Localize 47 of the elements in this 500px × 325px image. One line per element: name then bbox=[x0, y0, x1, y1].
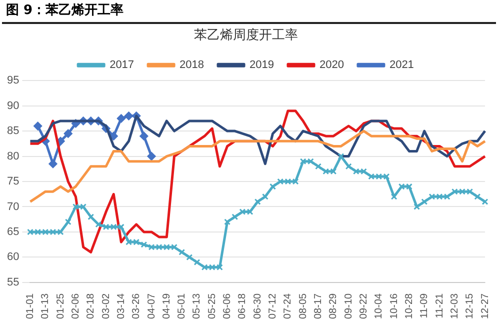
x-tick-label: 06-06 bbox=[222, 292, 234, 319]
x-tick-label: 09-22 bbox=[358, 292, 370, 319]
x-tick-label: 03-02 bbox=[100, 292, 112, 319]
x-tick-label: 08-17 bbox=[313, 292, 324, 319]
y-tick-label: 90 bbox=[6, 100, 20, 112]
x-tick-label: 12-15 bbox=[464, 292, 476, 319]
x-tick-label: 05-25 bbox=[206, 292, 218, 319]
x-tick-label: 03-14 bbox=[116, 292, 127, 319]
y-tick-label: 60 bbox=[6, 251, 20, 264]
legend-label: 2020 bbox=[319, 59, 344, 72]
y-tick-label: 70 bbox=[6, 200, 20, 213]
x-tick-label: 10-04 bbox=[374, 292, 385, 319]
chart-subtitle: 苯乙烯周度开工率 bbox=[194, 27, 298, 44]
x-tick-label: 02-06 bbox=[70, 292, 82, 319]
x-tick-label: 03-26 bbox=[131, 292, 142, 319]
x-tick-label: 10-16 bbox=[388, 292, 400, 319]
y-tick-label: 65 bbox=[6, 226, 20, 238]
x-tick-label: 04-07 bbox=[146, 292, 158, 319]
x-tick-label: 12-03 bbox=[449, 292, 460, 319]
y-tick-label: 80 bbox=[6, 150, 20, 162]
y-tick-label: 75 bbox=[6, 176, 20, 188]
x-tick-label: 07-12 bbox=[268, 292, 279, 319]
x-tick-label: 12-27 bbox=[480, 292, 491, 319]
legend-label: 2021 bbox=[389, 59, 414, 72]
x-tick-label: 05-13 bbox=[192, 292, 203, 319]
x-tick-label: 05-01 bbox=[176, 292, 188, 319]
legend-label: 2019 bbox=[250, 59, 274, 72]
x-tick-label: 11-21 bbox=[434, 292, 446, 318]
chart-title: 图 9：苯乙烯开工率 bbox=[2, 0, 496, 24]
legend-label: 2018 bbox=[180, 59, 204, 72]
x-tick-label: 09-10 bbox=[343, 292, 354, 319]
x-tick-label: 08-29 bbox=[328, 292, 340, 319]
y-tick-label: 95 bbox=[6, 74, 20, 87]
legend-label: 2017 bbox=[110, 59, 134, 72]
x-tick-label: 07-24 bbox=[282, 292, 294, 319]
x-tick-label: 01-01 bbox=[24, 292, 36, 319]
x-tick-label: 01-13 bbox=[40, 292, 52, 319]
y-tick-label: 85 bbox=[6, 125, 20, 138]
x-tick-label: 10-28 bbox=[404, 292, 415, 319]
x-tick-label: 06-30 bbox=[252, 292, 264, 319]
x-tick-label: 04-19 bbox=[161, 292, 172, 319]
x-tick-label: 06-18 bbox=[237, 292, 248, 319]
x-tick-label: 11-09 bbox=[419, 292, 430, 318]
x-tick-label: 08-05 bbox=[298, 292, 309, 319]
x-tick-label: 01-25 bbox=[55, 292, 66, 319]
y-tick-label: 55 bbox=[6, 276, 20, 288]
x-tick-label: 02-18 bbox=[86, 292, 97, 319]
